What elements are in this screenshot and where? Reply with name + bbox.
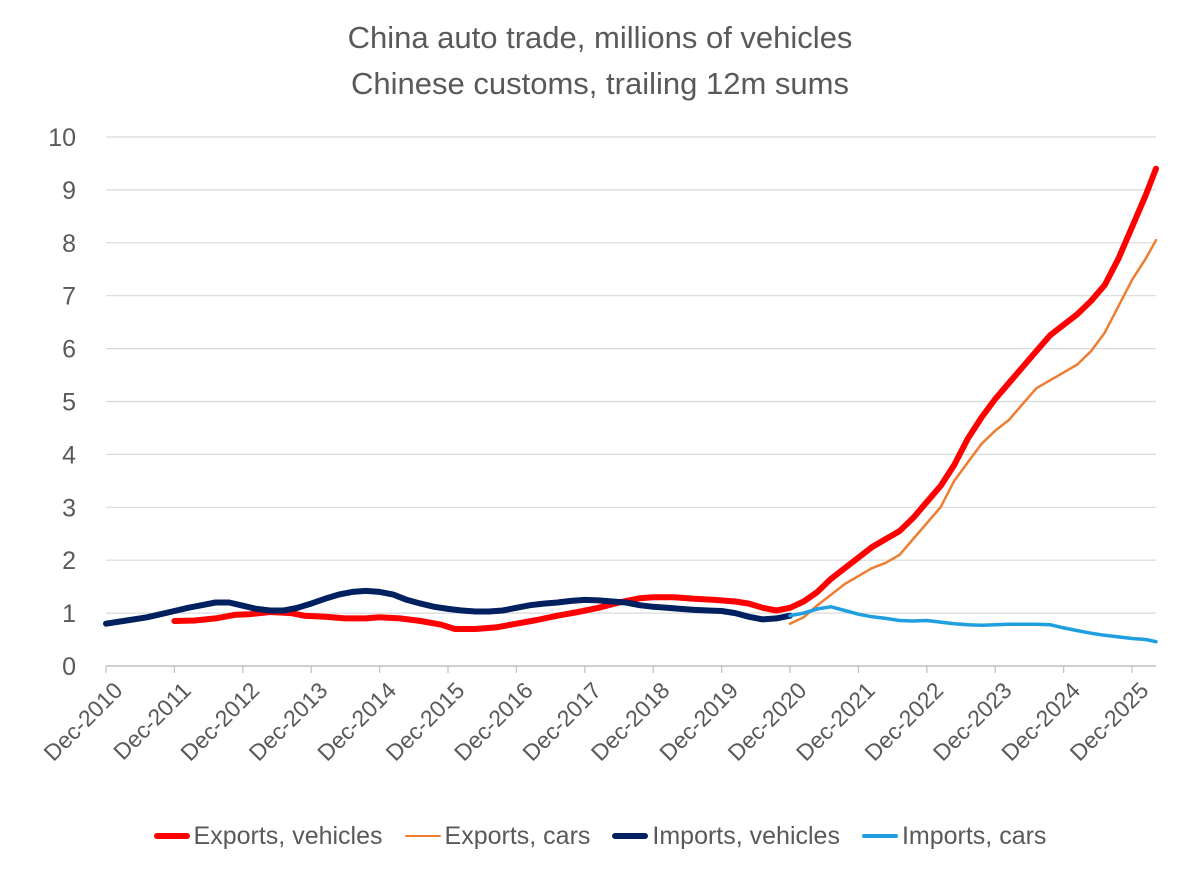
- legend-label: Exports, cars: [444, 821, 591, 850]
- legend-item: Imports, vehicles: [612, 822, 840, 851]
- legend-label: Exports, vehicles: [193, 821, 383, 850]
- legend-swatch: [861, 834, 898, 838]
- y-tick-label: 3: [62, 494, 76, 522]
- y-tick-label: 8: [62, 230, 76, 258]
- legend-swatch: [404, 834, 441, 838]
- y-tick-label: 1: [62, 600, 76, 628]
- legend: Exports, vehicles Exports, cars Imports, v…: [0, 818, 1200, 854]
- series-line-exports-cars: [788, 238, 1158, 625]
- legend-swatch: [612, 833, 649, 839]
- series-line-exports-vehicles: [171, 165, 1159, 632]
- y-tick-label: 4: [62, 441, 76, 469]
- y-tick-label: 2: [62, 547, 76, 575]
- series-lines: [103, 165, 1159, 644]
- x-axis-ticks: Dec-2010Dec-2011Dec-2012Dec-2013Dec-2014…: [39, 666, 1153, 766]
- legend-item: Exports, cars: [404, 821, 591, 851]
- series-line-imports-cars: [788, 605, 1158, 644]
- chart-subtitle: Chinese customs, trailing 12m sums: [351, 66, 849, 101]
- y-tick-label: 7: [62, 283, 76, 311]
- legend-item: Exports, vehicles: [153, 821, 383, 851]
- y-tick-label: 5: [62, 389, 76, 417]
- y-tick-label: 10: [48, 124, 76, 152]
- y-tick-label: 9: [62, 177, 76, 205]
- y-axis-ticks: 0 1 2 3 4 5 6 7 8 9 10: [48, 124, 76, 681]
- legend-item: Imports, cars: [861, 821, 1047, 851]
- chart-title: China auto trade, millions of vehicles: [347, 20, 853, 55]
- legend-label: Imports, vehicles: [652, 821, 840, 850]
- gridlines: [106, 136, 1156, 614]
- legend-label: Imports, cars: [901, 821, 1047, 850]
- y-tick-label: 6: [62, 336, 76, 364]
- legend-swatch: [153, 833, 190, 839]
- series-line-imports-vehicles: [103, 587, 793, 627]
- y-tick-label: 0: [62, 653, 76, 681]
